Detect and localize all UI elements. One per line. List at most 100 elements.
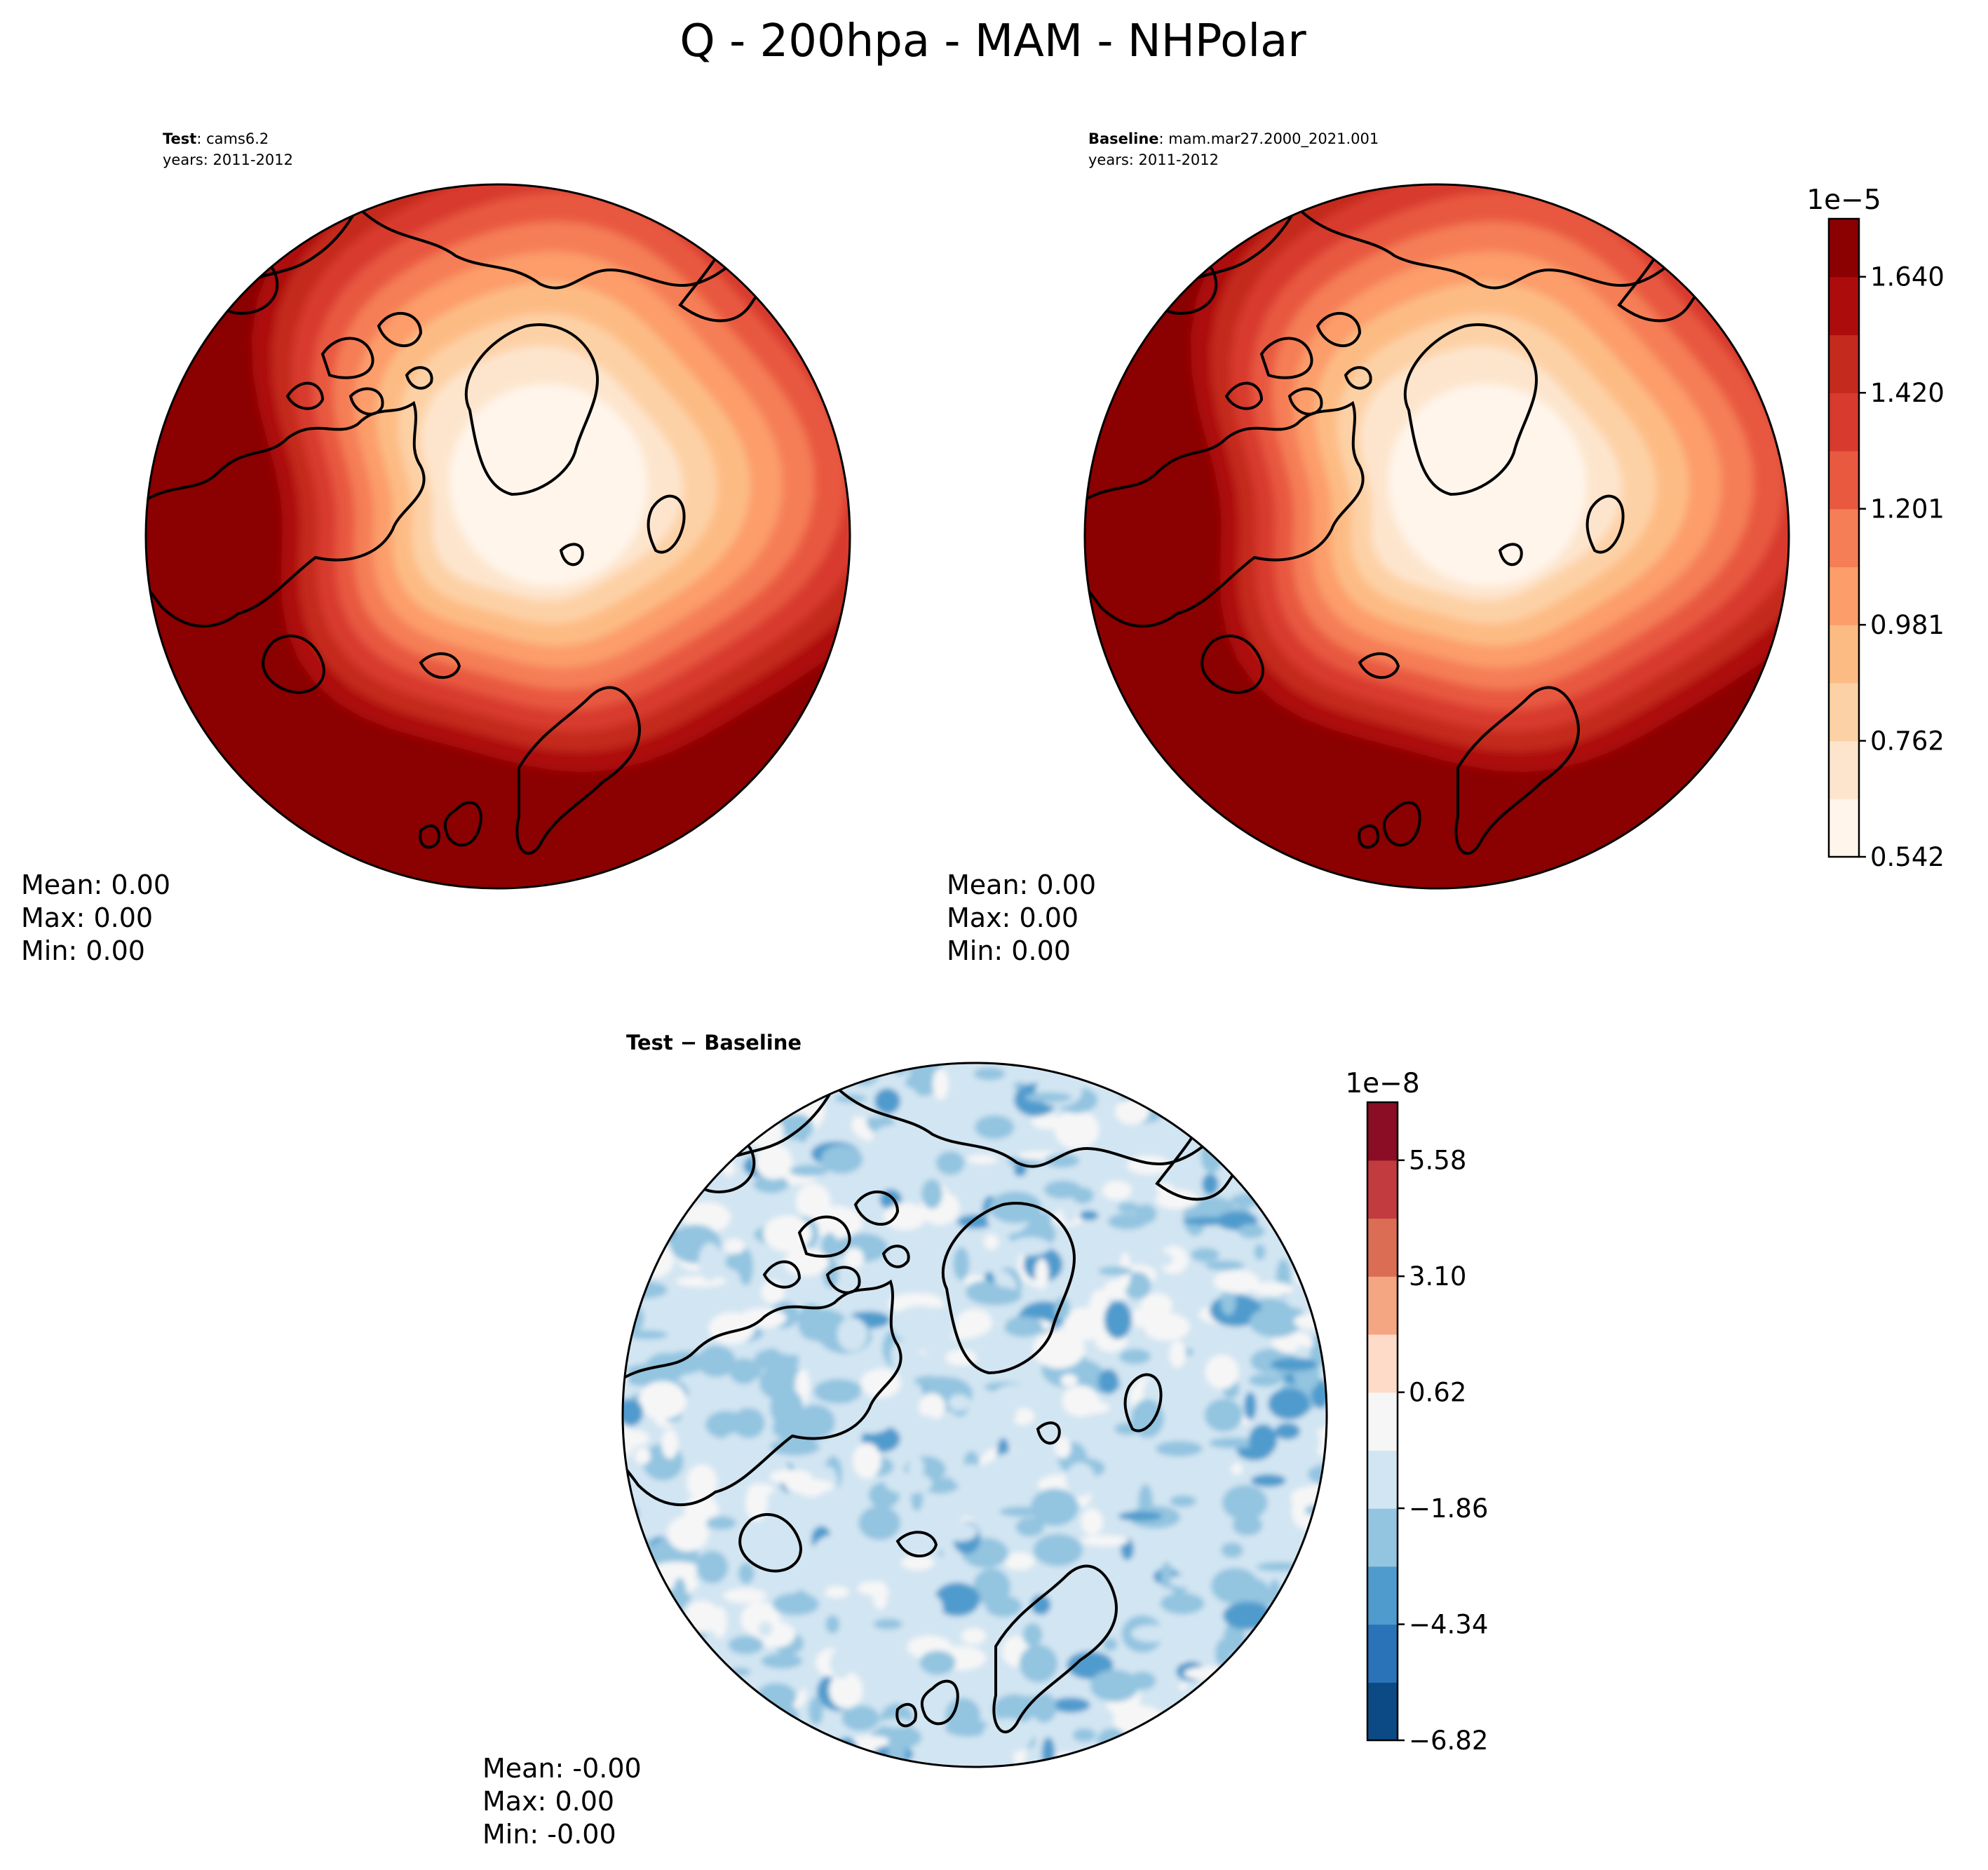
diff-patch — [1063, 1307, 1106, 1341]
diff-patch — [1231, 1193, 1264, 1207]
diff-patch — [706, 1516, 736, 1530]
diff-patch — [904, 1691, 924, 1705]
diff-patch — [1132, 1308, 1145, 1326]
map-baseline-border — [1083, 183, 1790, 890]
diff-patch — [1221, 1287, 1236, 1315]
map-diff-border — [621, 1062, 1328, 1768]
diff-patch — [1022, 1622, 1043, 1647]
diff-patch — [1244, 1392, 1257, 1421]
colorbar-tick-label: 3.10 — [1409, 1261, 1466, 1292]
contour-band — [449, 384, 648, 586]
diff-patch — [884, 1472, 933, 1494]
diff-patch — [758, 1621, 773, 1637]
diff-patch — [1097, 1728, 1128, 1753]
colorbar-tick-label: 1.640 — [1870, 262, 1945, 292]
diff-patch — [1222, 1484, 1268, 1521]
diff-patch — [747, 1366, 763, 1378]
diff-patch — [824, 1585, 849, 1598]
diff-patch — [1302, 1334, 1327, 1365]
diff-patch — [841, 1705, 880, 1731]
diff-patch — [623, 1399, 644, 1426]
diff-patch — [1102, 1637, 1118, 1651]
diff-patch — [1256, 1561, 1301, 1572]
diff-patch — [1060, 1374, 1078, 1387]
diff-patch — [1131, 1625, 1173, 1643]
diff-patch — [1025, 1092, 1072, 1103]
colorbar-swatch — [1829, 393, 1859, 452]
diff-patch — [919, 1651, 956, 1675]
diff-patch — [1191, 1247, 1219, 1262]
diff-patch — [1019, 1644, 1058, 1683]
diff-patch — [1037, 1063, 1062, 1069]
diff-patch — [884, 1263, 925, 1298]
diff-patch — [1054, 1110, 1100, 1149]
diff-patch — [1204, 1398, 1243, 1432]
colorbar-swatch — [1367, 1508, 1398, 1567]
diff-patch — [1072, 1728, 1096, 1742]
colorbar-swatch — [1367, 1566, 1398, 1625]
figure-title: Q - 200hpa - MAM - NHPolar — [679, 15, 1306, 67]
diff-patch — [1033, 1329, 1086, 1369]
diff-patch — [1308, 1463, 1327, 1485]
colorbar-swatch — [1829, 276, 1859, 336]
diff-patch — [989, 1191, 1042, 1224]
panel-diff-max: Max: 0.00 — [482, 1786, 614, 1817]
colorbar-swatch — [1367, 1450, 1398, 1509]
diff-patch — [667, 1515, 709, 1552]
colorbar-swatch — [1367, 1334, 1398, 1393]
diff-patch — [1232, 1515, 1263, 1536]
diff-patch — [1098, 1266, 1132, 1276]
diff-patch — [652, 1297, 696, 1307]
colorbar-swatch — [1829, 799, 1859, 858]
diff-patch — [1071, 1187, 1094, 1204]
diff-patch — [636, 1241, 675, 1278]
diff-patch — [1120, 1571, 1141, 1594]
diff-patch — [1205, 1260, 1245, 1271]
colorbar-swatch — [1367, 1218, 1398, 1277]
diff-patch — [1248, 1424, 1278, 1456]
diff-patch — [1135, 1204, 1157, 1224]
diff-patch — [941, 1522, 978, 1542]
diff-patch — [844, 1247, 865, 1269]
diff-patch — [623, 1484, 653, 1508]
diff-patch — [934, 1583, 980, 1616]
diff-patch — [993, 1384, 1036, 1409]
diff-patch — [813, 1533, 866, 1565]
colorbar-swatch — [1829, 625, 1859, 684]
panel-baseline-label: Baseline: mam.mar27.2000_2021.001 — [1088, 130, 1379, 148]
diff-patch — [967, 1154, 998, 1165]
diff-patch — [1003, 1316, 1043, 1337]
diff-patch — [973, 1067, 1006, 1080]
colorbar-tick-label: 0.762 — [1870, 726, 1945, 757]
diff-patch — [738, 1562, 755, 1584]
panel-baseline-years: years: 2011-2012 — [1088, 151, 1219, 168]
diff-patch — [1102, 1181, 1132, 1200]
colorbar-tick-label: 5.58 — [1409, 1146, 1466, 1176]
diff-patch — [982, 1718, 1033, 1754]
diff-patch — [802, 1580, 828, 1596]
diff-patch — [755, 1144, 792, 1180]
diff-patch — [809, 1696, 823, 1726]
panel-baseline-min: Min: 0.00 — [947, 935, 1071, 966]
diff-patch — [1031, 1427, 1049, 1453]
diff-patch — [1319, 1484, 1327, 1517]
diff-patch — [893, 1414, 942, 1436]
diff-patch — [698, 1242, 722, 1282]
diff-patch — [1205, 1355, 1239, 1389]
colorbar-swatch — [1829, 567, 1859, 625]
colorbar-tick-label: 0.542 — [1870, 842, 1945, 872]
contour-band — [1388, 384, 1587, 586]
map-baseline — [1085, 184, 1789, 888]
diff-patch — [1001, 1422, 1020, 1438]
diff-patch — [1117, 1202, 1140, 1213]
diff-patch — [712, 1606, 727, 1638]
diff-patch — [684, 1600, 719, 1633]
diff-patch — [874, 1088, 900, 1114]
colorbar-tick-label: 1.420 — [1870, 378, 1945, 408]
diff-patch — [1114, 1099, 1149, 1125]
diff-patch — [1304, 1504, 1327, 1517]
map-test — [146, 184, 850, 888]
map-diff — [623, 1063, 1327, 1767]
diff-patch — [1090, 1669, 1140, 1702]
diff-patch — [1156, 1441, 1203, 1457]
